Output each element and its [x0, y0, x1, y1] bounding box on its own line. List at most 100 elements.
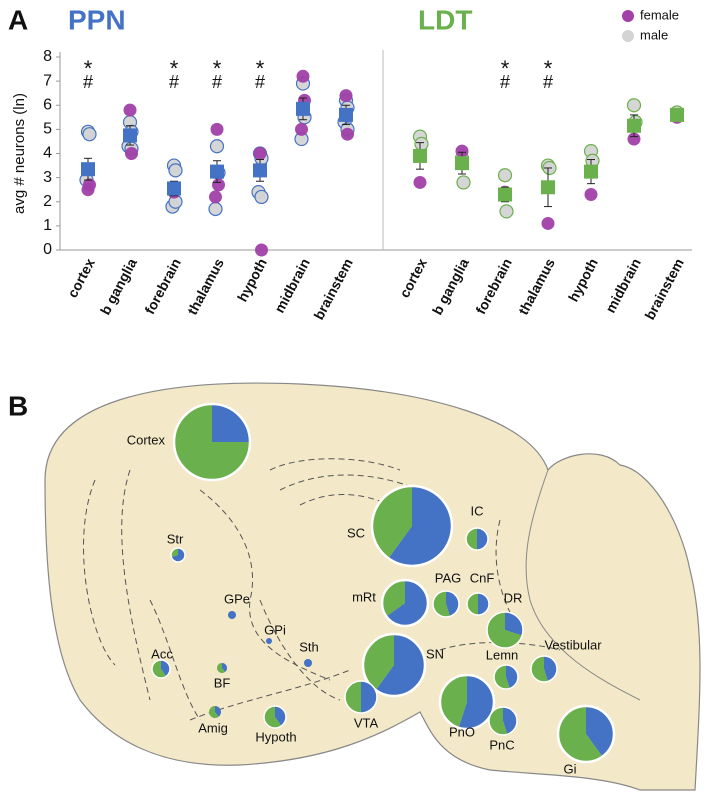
- y-axis-label: avg # neurons (ln): [11, 93, 28, 214]
- region-label: Cortex: [127, 432, 166, 447]
- mean-marker: [167, 181, 181, 196]
- pie: [266, 638, 272, 644]
- region-label: Sth: [299, 639, 319, 654]
- pie-slice: [361, 681, 377, 713]
- female-point: [627, 132, 641, 146]
- pie-slice: [432, 591, 451, 617]
- pie-slice: [266, 638, 272, 644]
- female-point: [253, 147, 267, 160]
- female-point: [413, 175, 427, 189]
- pie: [486, 611, 524, 649]
- pie-slice: [363, 634, 394, 691]
- region-label: GPe: [224, 591, 250, 606]
- female-point: [210, 122, 224, 136]
- female-point: [455, 144, 469, 158]
- panel-label: A: [8, 4, 28, 35]
- pie-border: [344, 680, 378, 714]
- significance-hash: #: [500, 72, 510, 92]
- male-point: [209, 139, 225, 154]
- pie-slice: [489, 707, 508, 735]
- pie-slice: [170, 548, 178, 558]
- pie: [170, 547, 186, 563]
- pie-border: [370, 484, 454, 568]
- pie-border: [380, 578, 430, 628]
- pie: [304, 659, 312, 667]
- x-tick-label: cortex: [396, 255, 430, 300]
- pie-border: [263, 705, 287, 729]
- mean-marker: [253, 163, 267, 178]
- mean-marker: [541, 180, 555, 195]
- pie-slice: [372, 486, 412, 559]
- y-tick-label: 7: [43, 72, 52, 89]
- pie-slice: [487, 612, 523, 649]
- x-tick-label: thalamus: [184, 255, 227, 317]
- pie-border: [465, 527, 489, 551]
- legend-swatch: [622, 10, 634, 22]
- female-point: [296, 69, 310, 83]
- pie-slice: [375, 634, 426, 696]
- pie: [466, 592, 490, 616]
- pie-slice: [586, 706, 615, 757]
- pie-border: [172, 402, 252, 482]
- y-tick-label: 0: [43, 241, 52, 258]
- pie-slice: [466, 528, 477, 550]
- pie-slice: [386, 580, 428, 626]
- female-point: [339, 89, 353, 103]
- region-label: BF: [214, 675, 231, 690]
- chart-title: LDT: [418, 4, 472, 35]
- y-tick-label: 3: [43, 169, 52, 186]
- pie-slice: [209, 706, 219, 718]
- y-tick-label: 4: [43, 145, 52, 162]
- pie-slice: [478, 593, 489, 615]
- region-label: CnF: [470, 570, 495, 585]
- pie-border: [438, 673, 496, 731]
- male-point: [254, 189, 269, 205]
- male-point: [82, 127, 97, 142]
- female-point: [584, 188, 598, 202]
- x-tick-label: b ganglia: [429, 255, 472, 317]
- x-tick-label: forebrain: [141, 256, 184, 317]
- mean-marker: [210, 164, 224, 179]
- mean-marker: [413, 148, 427, 163]
- pie: [228, 611, 236, 619]
- pie-border: [361, 632, 427, 698]
- significance-star: *: [213, 56, 222, 81]
- pie: [361, 632, 427, 698]
- significance-hash: #: [255, 72, 265, 92]
- significance-star: *: [84, 56, 93, 81]
- significance-hash: #: [83, 72, 93, 92]
- pie: [530, 655, 558, 683]
- female-point: [125, 147, 138, 160]
- legend-label: male: [640, 27, 668, 42]
- pie-slice: [388, 486, 453, 566]
- pie-border: [466, 592, 490, 616]
- x-tick-label: midbrain: [602, 256, 644, 316]
- mean-marker: [123, 128, 137, 143]
- mean-marker: [498, 187, 512, 202]
- pie: [263, 705, 287, 729]
- pie-border: [432, 590, 460, 618]
- x-tick-label: thalamus: [515, 255, 558, 317]
- pie: [432, 590, 460, 618]
- pie: [209, 706, 222, 718]
- region-label: SC: [347, 525, 365, 540]
- female-point: [295, 122, 308, 136]
- pie-slice: [505, 612, 523, 636]
- mean-marker: [296, 101, 310, 116]
- mean-marker: [339, 107, 353, 122]
- pie-slice: [506, 665, 518, 689]
- region-label: DR: [504, 590, 523, 605]
- x-tick-label: hypoth: [565, 256, 601, 305]
- significance-star: *: [501, 56, 510, 81]
- pie-slice: [493, 665, 510, 689]
- female-point: [212, 178, 225, 192]
- pie-slice: [558, 706, 603, 762]
- pie-border: [170, 547, 186, 563]
- region-label: PnO: [449, 724, 475, 739]
- pie-border: [556, 704, 616, 764]
- male-point: [456, 175, 471, 190]
- region-label: mRt: [352, 589, 376, 604]
- x-tick-label: brainstem: [641, 256, 687, 323]
- mean-marker: [584, 164, 598, 179]
- pie-slice: [263, 706, 282, 729]
